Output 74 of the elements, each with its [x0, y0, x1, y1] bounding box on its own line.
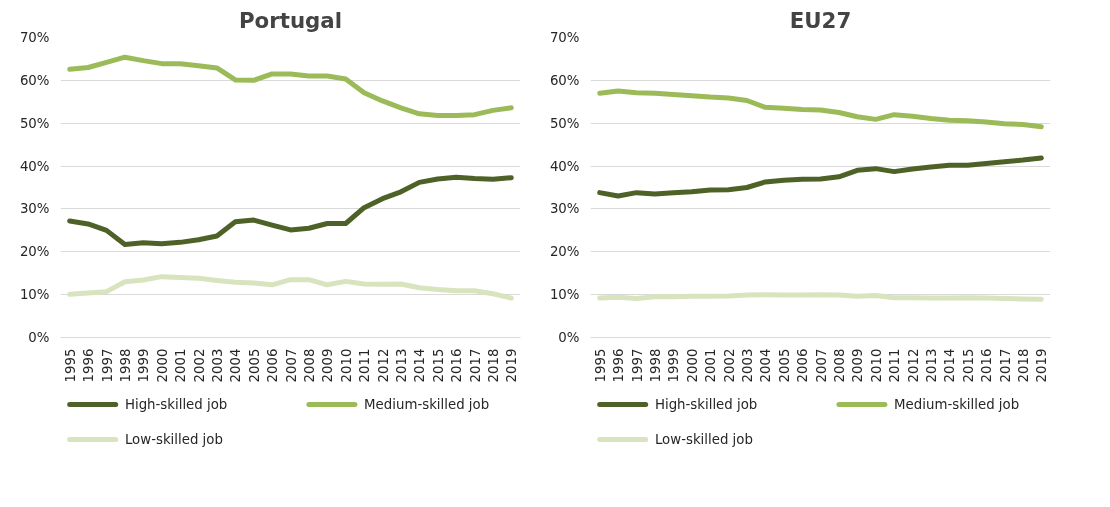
- y-tick-label: 60%: [19, 72, 50, 88]
- x-tick-label: 2016: [449, 348, 465, 383]
- x-tick-label: 1996: [81, 348, 97, 383]
- x-tick-label: 2003: [209, 348, 225, 383]
- x-tick-label: 2016: [979, 348, 995, 383]
- legend-label: Medium-skilled job: [894, 397, 1020, 412]
- x-tick-label: 2009: [850, 348, 866, 383]
- x-tick-label: 2004: [228, 348, 244, 383]
- x-tick-label: 2007: [813, 348, 829, 383]
- x-tick-label: 2008: [301, 348, 317, 383]
- y-tick-label: 20%: [19, 244, 50, 260]
- y-tick-label: 50%: [549, 115, 580, 131]
- x-tick-label: 2019: [1034, 348, 1050, 383]
- y-tick-label: 10%: [19, 287, 50, 303]
- y-tick-label: 70%: [549, 30, 580, 45]
- x-tick-label: 2018: [485, 348, 501, 383]
- x-tick-label: 2006: [265, 348, 281, 383]
- y-tick-label: 50%: [19, 115, 50, 131]
- x-tick-label: 2005: [776, 348, 792, 383]
- x-tick-label: 2001: [703, 348, 719, 383]
- legend-label: Low-skilled job: [124, 432, 223, 447]
- x-tick-label: 2018: [1015, 348, 1031, 383]
- x-tick-label: 2006: [795, 348, 811, 383]
- y-tick-label: 20%: [549, 244, 580, 260]
- y-tick-label: 10%: [549, 287, 580, 303]
- x-tick-label: 2011: [357, 348, 373, 383]
- x-tick-label: 2005: [246, 348, 262, 383]
- x-tick-label: 1999: [136, 348, 152, 383]
- x-tick-label: 1996: [611, 348, 627, 383]
- x-tick-label: 2001: [173, 348, 189, 383]
- y-tick-label: 30%: [549, 201, 580, 217]
- x-tick-label: 1995: [62, 348, 78, 383]
- x-tick-label: 2000: [154, 348, 170, 383]
- y-tick-label: 30%: [19, 201, 50, 217]
- x-tick-label: 2017: [997, 348, 1013, 383]
- x-tick-label: 2014: [942, 348, 958, 383]
- x-tick-label: 2013: [393, 348, 409, 383]
- x-tick-label: 2003: [739, 348, 755, 383]
- x-tick-label: 1997: [99, 348, 115, 383]
- x-tick-label: 2015: [430, 348, 446, 383]
- x-tick-label: 2008: [831, 348, 847, 383]
- chart-title: EU27: [789, 7, 852, 33]
- y-tick-label: 0%: [558, 330, 580, 345]
- x-tick-label: 2019: [504, 348, 520, 383]
- x-tick-label: 1999: [666, 348, 682, 383]
- y-tick-label: 40%: [549, 158, 580, 174]
- x-tick-label: 2017: [467, 348, 483, 383]
- x-tick-label: 1998: [647, 348, 663, 383]
- x-tick-label: 2002: [191, 348, 207, 383]
- x-tick-label: 2000: [684, 348, 700, 383]
- x-tick-label: 2004: [758, 348, 774, 383]
- x-tick-label: 2013: [923, 348, 939, 383]
- y-tick-label: 60%: [549, 72, 580, 88]
- legend-label: High-skilled job: [654, 397, 758, 412]
- x-tick-label: 2012: [375, 348, 391, 383]
- x-tick-label: 1997: [629, 348, 645, 383]
- x-tick-label: 2015: [960, 348, 976, 383]
- x-tick-label: 2009: [320, 348, 336, 383]
- x-tick-label: 2012: [905, 348, 921, 383]
- y-tick-label: 70%: [19, 30, 50, 45]
- x-tick-label: 2007: [283, 348, 299, 383]
- x-tick-label: 2014: [412, 348, 428, 383]
- chart-title: Portugal: [238, 7, 343, 33]
- x-tick-label: 2002: [721, 348, 737, 383]
- x-tick-label: 2010: [338, 348, 354, 383]
- legend-label: Low-skilled job: [654, 432, 753, 447]
- y-tick-label: 0%: [28, 330, 50, 345]
- legend-label: Medium-skilled job: [364, 397, 490, 412]
- x-tick-label: 1995: [592, 348, 608, 383]
- y-tick-label: 40%: [19, 158, 50, 174]
- x-tick-label: 2011: [887, 348, 903, 383]
- legend-label: High-skilled job: [124, 397, 228, 412]
- x-tick-label: 2010: [868, 348, 884, 383]
- x-tick-label: 1998: [117, 348, 133, 383]
